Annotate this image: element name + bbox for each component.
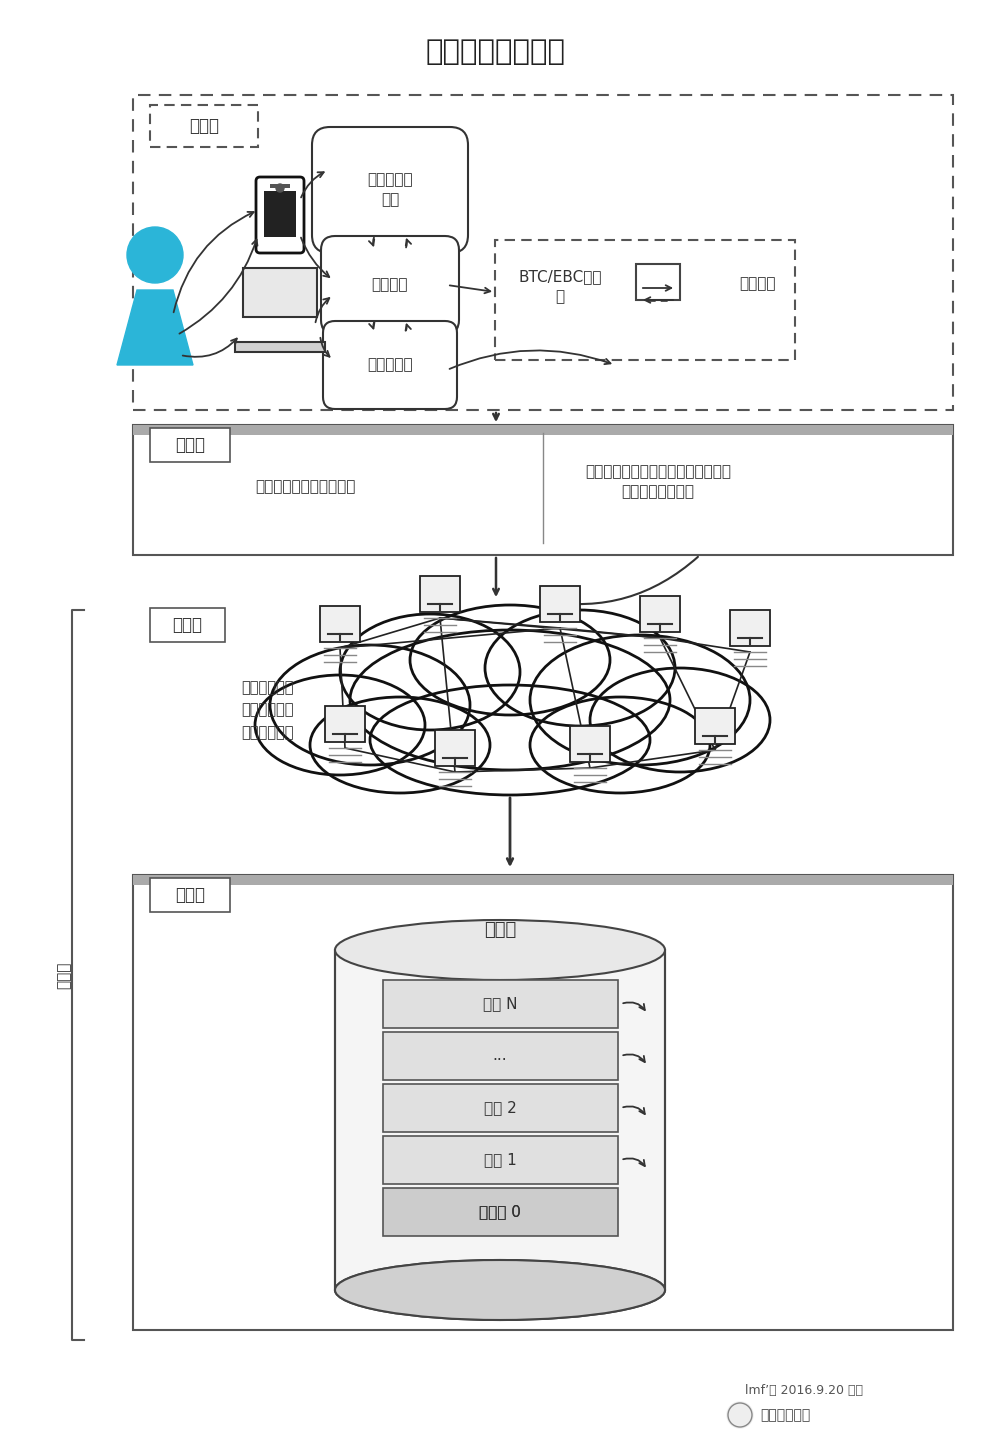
Circle shape xyxy=(127,227,183,284)
Ellipse shape xyxy=(485,610,675,726)
Text: 交易网站: 交易网站 xyxy=(371,278,408,292)
Bar xyxy=(420,576,460,613)
Ellipse shape xyxy=(335,1260,665,1320)
Bar xyxy=(264,191,296,237)
Circle shape xyxy=(276,183,284,192)
Bar xyxy=(133,874,953,1330)
Ellipse shape xyxy=(350,630,670,770)
Text: 协议层: 协议层 xyxy=(57,962,71,989)
Bar xyxy=(495,240,795,359)
Text: 灰岩金融科技: 灰岩金融科技 xyxy=(760,1408,810,1422)
Text: 文档、图片、电子书、视频等用户数
据文件存储成分享: 文档、图片、电子书、视频等用户数 据文件存储成分享 xyxy=(585,464,731,499)
Circle shape xyxy=(727,1403,753,1427)
Bar xyxy=(382,1084,618,1132)
Bar xyxy=(382,1187,618,1235)
Bar xyxy=(540,586,580,621)
Bar xyxy=(150,428,230,463)
Text: lmf’于 2016.9.20 完成: lmf’于 2016.9.20 完成 xyxy=(745,1384,863,1397)
Ellipse shape xyxy=(410,605,610,714)
Bar xyxy=(325,706,365,742)
Ellipse shape xyxy=(530,697,710,793)
FancyBboxPatch shape xyxy=(321,236,459,335)
Ellipse shape xyxy=(255,675,425,776)
Text: 区块链: 区块链 xyxy=(484,921,516,938)
Bar xyxy=(133,874,953,885)
Ellipse shape xyxy=(335,920,665,981)
FancyBboxPatch shape xyxy=(243,268,317,317)
Ellipse shape xyxy=(335,1260,665,1320)
FancyBboxPatch shape xyxy=(312,127,468,253)
Bar xyxy=(335,950,665,1291)
Text: 区块 1: 区块 1 xyxy=(484,1152,516,1167)
Text: 买/卖: 买/卖 xyxy=(647,287,668,301)
Text: 初始块 0: 初始块 0 xyxy=(479,1205,521,1219)
Text: 钱包（客户
端）: 钱包（客户 端） xyxy=(367,173,413,208)
Ellipse shape xyxy=(310,697,490,793)
Text: 人民币等: 人民币等 xyxy=(740,276,777,291)
Ellipse shape xyxy=(530,634,750,765)
Bar xyxy=(382,1032,618,1080)
Bar xyxy=(730,610,770,646)
Bar xyxy=(150,877,230,912)
Bar xyxy=(150,608,225,642)
Bar xyxy=(695,709,735,744)
Text: 应用层: 应用层 xyxy=(189,116,219,135)
Bar xyxy=(382,981,618,1029)
Text: 智能合约、各种侧链应用: 智能合约、各种侧链应用 xyxy=(255,480,355,495)
Text: 网络层: 网络层 xyxy=(172,615,202,634)
Bar xyxy=(235,342,325,352)
Text: BTC/EBC等代
币: BTC/EBC等代 币 xyxy=(518,269,602,304)
Bar xyxy=(150,105,258,147)
Ellipse shape xyxy=(590,668,770,773)
Text: ...: ... xyxy=(493,1049,507,1064)
Ellipse shape xyxy=(340,614,520,730)
Bar xyxy=(133,95,953,410)
Bar xyxy=(133,425,953,435)
Bar xyxy=(435,730,475,765)
Text: 区块 2: 区块 2 xyxy=(484,1100,516,1116)
Text: 存储层: 存储层 xyxy=(175,886,205,904)
Bar xyxy=(320,605,360,642)
Polygon shape xyxy=(117,290,193,365)
Text: 扩展层: 扩展层 xyxy=(175,436,205,454)
Bar xyxy=(570,726,610,762)
Text: 区块链架构设计图: 区块链架构设计图 xyxy=(426,38,566,65)
FancyBboxPatch shape xyxy=(256,178,304,253)
Text: 第三方扩展: 第三方扩展 xyxy=(367,358,413,372)
Bar xyxy=(133,425,953,554)
Bar xyxy=(640,597,680,631)
Text: 通过挖矿、投
票等共识算法
保障节点安全: 通过挖矿、投 票等共识算法 保障节点安全 xyxy=(241,681,294,739)
Text: 初始块 0: 初始块 0 xyxy=(479,1205,521,1219)
Text: 区块 N: 区块 N xyxy=(483,997,517,1011)
Bar xyxy=(382,1136,618,1184)
Bar xyxy=(636,263,680,300)
Bar xyxy=(270,183,290,188)
Ellipse shape xyxy=(270,645,470,765)
FancyBboxPatch shape xyxy=(323,322,457,409)
Ellipse shape xyxy=(370,685,650,794)
